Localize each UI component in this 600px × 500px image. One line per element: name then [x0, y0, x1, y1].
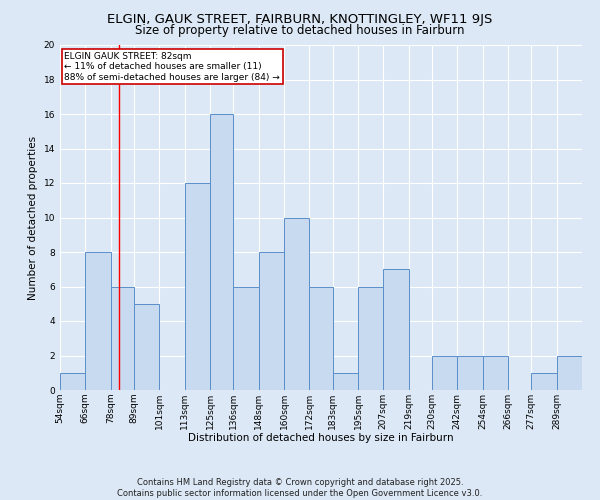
Bar	[85, 252, 111, 390]
Text: ELGIN, GAUK STREET, FAIRBURN, KNOTTINGLEY, WF11 9JS: ELGIN, GAUK STREET, FAIRBURN, KNOTTINGLE…	[107, 12, 493, 26]
Bar	[457, 356, 482, 390]
X-axis label: Distribution of detached houses by size in Fairburn: Distribution of detached houses by size …	[188, 434, 454, 444]
Bar	[332, 373, 358, 390]
Bar	[111, 286, 134, 390]
Bar	[60, 373, 85, 390]
Bar	[185, 183, 210, 390]
Text: Contains HM Land Registry data © Crown copyright and database right 2025.
Contai: Contains HM Land Registry data © Crown c…	[118, 478, 482, 498]
Bar	[358, 286, 383, 390]
Bar	[482, 356, 508, 390]
Bar	[310, 286, 332, 390]
Bar	[210, 114, 233, 390]
Bar	[134, 304, 160, 390]
Bar	[259, 252, 284, 390]
Bar	[284, 218, 310, 390]
Bar	[432, 356, 457, 390]
Text: ELGIN GAUK STREET: 82sqm
← 11% of detached houses are smaller (11)
88% of semi-d: ELGIN GAUK STREET: 82sqm ← 11% of detach…	[64, 52, 280, 82]
Bar	[557, 356, 582, 390]
Text: Size of property relative to detached houses in Fairburn: Size of property relative to detached ho…	[135, 24, 465, 37]
Y-axis label: Number of detached properties: Number of detached properties	[28, 136, 38, 300]
Bar	[233, 286, 259, 390]
Bar	[531, 373, 557, 390]
Bar	[383, 269, 409, 390]
